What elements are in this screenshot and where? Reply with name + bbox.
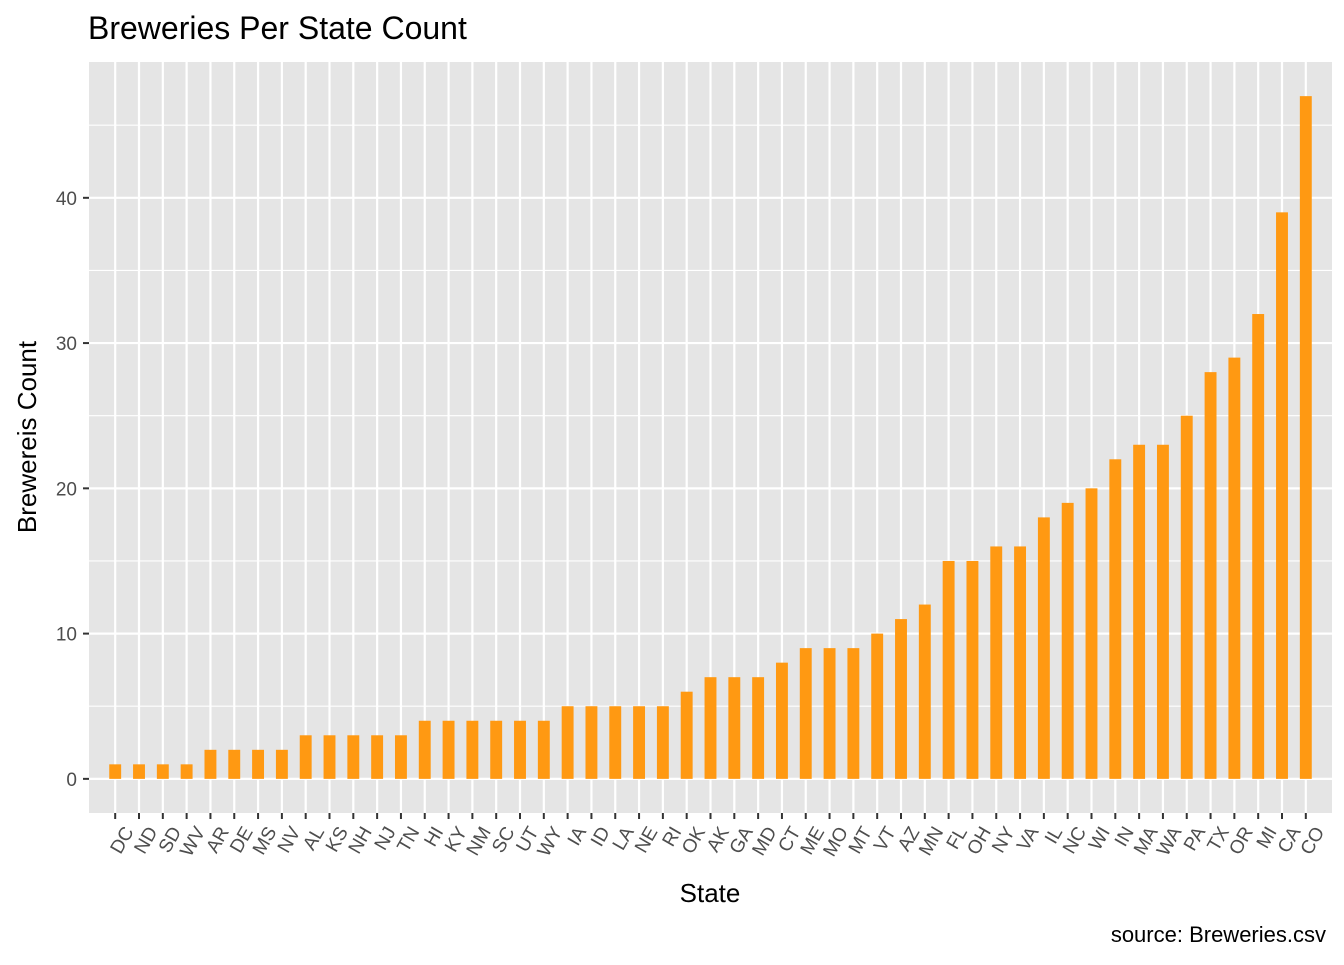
bar-sd — [156, 764, 169, 779]
bar-fl — [942, 560, 955, 779]
bar-ma — [1133, 444, 1146, 779]
x-tick-label: NJ — [371, 823, 401, 854]
bar-or — [1228, 357, 1241, 779]
x-tick-label: WI — [1085, 823, 1115, 854]
bar-ks — [323, 735, 336, 779]
bar-ne — [633, 706, 646, 779]
bar-la — [609, 706, 622, 779]
bar-pa — [1180, 415, 1193, 779]
bar-wa — [1156, 444, 1169, 779]
x-tick-label: VA — [1013, 823, 1043, 855]
x-tick-label: AL — [299, 823, 329, 854]
bar-in — [1109, 459, 1122, 779]
x-tick-label: WY — [534, 823, 568, 860]
bar-ms — [252, 749, 265, 779]
bar-ca — [1276, 212, 1288, 779]
bar-ct — [775, 662, 788, 779]
y-tick-label: 30 — [56, 334, 77, 355]
bar-wv — [180, 764, 193, 779]
y-tick-label: 40 — [56, 189, 77, 210]
bar-mi — [1252, 314, 1265, 779]
bar-de — [228, 749, 241, 779]
x-tick-label: ID — [587, 823, 615, 850]
bar-az — [895, 619, 907, 779]
axes: 010203040DCNDSDWVARDEMSNVALKSNHNJTNHIKYN… — [56, 189, 1329, 861]
bar-ar — [204, 749, 217, 779]
bar-ky — [442, 720, 455, 779]
bar-ut — [514, 720, 526, 779]
bar-id — [585, 706, 598, 779]
bar-ak — [704, 677, 717, 779]
bar-mt — [847, 648, 860, 779]
bar-wy — [537, 720, 550, 779]
y-tick-label: 0 — [66, 770, 77, 791]
x-tick-label: IA — [564, 823, 591, 849]
bar-vt — [871, 633, 884, 779]
bar-nc — [1061, 502, 1074, 779]
bar-nv — [275, 749, 288, 779]
bar-nd — [133, 764, 145, 779]
y-tick-label: 20 — [56, 479, 77, 500]
bar-tn — [394, 735, 407, 779]
bar-hi — [418, 720, 431, 779]
x-tick-label: CO — [1297, 823, 1329, 858]
bar-va — [1014, 546, 1027, 779]
bar-dc — [109, 764, 122, 779]
bar-ga — [728, 677, 741, 779]
bar-sc — [490, 720, 503, 779]
y-tick-label: 10 — [56, 625, 77, 646]
bar-md — [752, 677, 765, 779]
bar-mo — [823, 648, 836, 779]
x-tick-label: LA — [609, 823, 639, 854]
bar-al — [299, 735, 312, 779]
bar-ia — [561, 706, 574, 779]
x-axis-title: State — [680, 878, 741, 908]
bar-oh — [966, 560, 979, 779]
bar-il — [1037, 517, 1050, 779]
bar-nj — [371, 735, 384, 779]
bar-ri — [656, 706, 669, 779]
bar-ok — [680, 691, 693, 779]
bar-tx — [1204, 372, 1217, 779]
bar-co — [1299, 96, 1312, 779]
bar-me — [799, 648, 812, 779]
bar-wi — [1085, 488, 1098, 779]
bar-nh — [347, 735, 360, 779]
bar-nm — [466, 720, 479, 779]
chart-caption: source: Breweries.csv — [1111, 922, 1326, 947]
bar-mn — [918, 604, 931, 779]
chart-title: Breweries Per State Count — [88, 10, 467, 46]
y-axis-title: Brewereis Count — [12, 340, 42, 533]
bars — [109, 96, 1312, 779]
bar-ny — [990, 546, 1003, 779]
